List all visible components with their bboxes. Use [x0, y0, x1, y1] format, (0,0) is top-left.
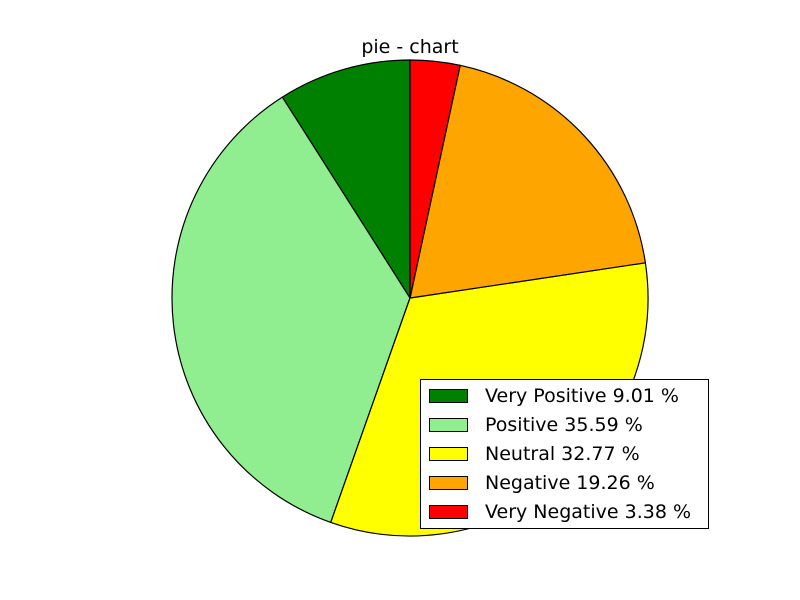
pie-slice-very-positive: [281, 59, 411, 299]
chart-title: pie - chart: [361, 36, 459, 58]
legend-swatch-negative: [429, 476, 468, 490]
pie-slice-positive: [171, 96, 411, 524]
legend-item-neutral: Neutral 32.77 %: [429, 443, 709, 465]
legend-label-positive: Positive 35.59 %: [485, 414, 643, 436]
legend-swatch-neutral: [429, 447, 468, 461]
pie-slice-very-negative: [409, 59, 461, 299]
legend-label-neutral: Neutral 32.77 %: [485, 443, 640, 465]
legend-item-very-positive: Very Positive 9.01 %: [429, 385, 709, 407]
legend-item-positive: Positive 35.59 %: [429, 414, 709, 436]
legend-label-very-positive: Very Positive 9.01 %: [485, 385, 679, 407]
pie-slice-negative: [409, 64, 646, 299]
legend-label-negative: Negative 19.26 %: [485, 472, 655, 494]
legend-swatch-positive: [429, 418, 468, 432]
legend: Very Positive 9.01 % Positive 35.59 % Ne…: [420, 379, 709, 529]
legend-item-negative: Negative 19.26 %: [429, 472, 709, 494]
legend-swatch-very-positive: [429, 389, 468, 403]
legend-label-very-negative: Very Negative 3.38 %: [485, 501, 692, 523]
legend-item-very-negative: Very Negative 3.38 %: [429, 501, 709, 523]
legend-swatch-very-negative: [429, 505, 468, 519]
